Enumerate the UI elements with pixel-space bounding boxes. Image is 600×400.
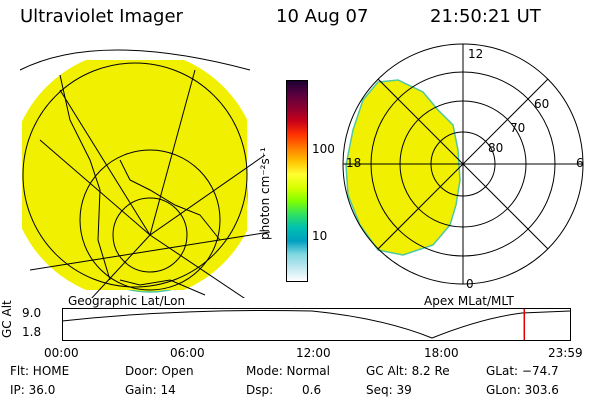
aurora-oval [345, 79, 461, 256]
coastline-antarctic-peninsula [119, 159, 221, 241]
altitude-xtick-2: 12:00 [296, 346, 331, 360]
status-flight: Flt: HOME [10, 364, 70, 378]
status-glat: GLat: −74.7 [486, 364, 559, 378]
colorbar-tick-100: 100 [312, 142, 335, 156]
altitude-xtick-4: 23:59 [548, 346, 583, 360]
instrument-title: Ultraviolet Imager [20, 6, 183, 27]
altitude-xtick-3: 18:00 [424, 346, 459, 360]
left-panel-caption: Geographic Lat/Lon [68, 294, 186, 308]
status-gain: Gain: 14 [125, 383, 176, 397]
altitude-plot [62, 308, 571, 341]
date-label: 10 Aug 07 [276, 6, 369, 27]
mlat-label-70: 70 [510, 121, 525, 135]
lat-circle-mid [79, 149, 221, 291]
status-mode: Mode: Normal [246, 364, 330, 378]
lon-line-5 [149, 234, 245, 298]
status-dsp-value: 0.6 [302, 383, 322, 397]
mlt-label-6: 6 [576, 156, 584, 170]
mlat-label-60: 60 [534, 97, 549, 111]
colorbar-tick-10: 10 [312, 229, 328, 243]
mlt-label-0: 0 [466, 277, 474, 291]
altitude-xtick-1: 06:00 [170, 346, 205, 360]
lon-line-4 [91, 234, 151, 298]
status-seq: Seq: 39 [366, 383, 412, 397]
altitude-ylabel: GC Alt [0, 300, 14, 338]
altitude-curve [62, 309, 571, 339]
right-panel-caption: Apex MLat/MLT [424, 294, 514, 308]
lat-circle-outer [22, 62, 248, 288]
altitude-ytick-high: 9.0 [22, 306, 42, 320]
altitude-plot-frame [62, 308, 571, 341]
colorbar-unit-label: photon cm⁻²s⁻¹ [258, 147, 272, 240]
altitude-xtick-0: 00:00 [44, 346, 79, 360]
status-door: Door: Open [125, 364, 194, 378]
altitude-ytick-low: 1.8 [22, 325, 42, 339]
lat-arc-top [19, 49, 251, 71]
colorbar [286, 80, 308, 282]
lon-line-6 [149, 69, 196, 236]
status-glon: GLon: 303.6 [486, 383, 559, 397]
mlt-label-12: 12 [468, 47, 483, 61]
geographic-panel [19, 49, 270, 298]
apex-panel: 12 18 6 0 60 70 80 [342, 43, 584, 291]
status-ip: IP: 36.0 [10, 383, 56, 397]
status-dsp-label: Dsp: [246, 383, 274, 397]
lon-line-3 [39, 139, 151, 236]
lat-circle-inner [112, 197, 188, 273]
colorbar-gradient [287, 81, 307, 281]
coastline-south-america [59, 74, 111, 281]
status-gc-alt: GC Alt: 8.2 Re [366, 364, 450, 378]
time-label: 21:50:21 UT [430, 6, 541, 27]
lon-line-1 [29, 231, 270, 271]
mlt-line-diag-2 [377, 78, 549, 250]
mlt-label-18: 18 [346, 156, 361, 170]
mlat-label-80: 80 [488, 141, 503, 155]
coastline-antarctica [119, 279, 206, 296]
